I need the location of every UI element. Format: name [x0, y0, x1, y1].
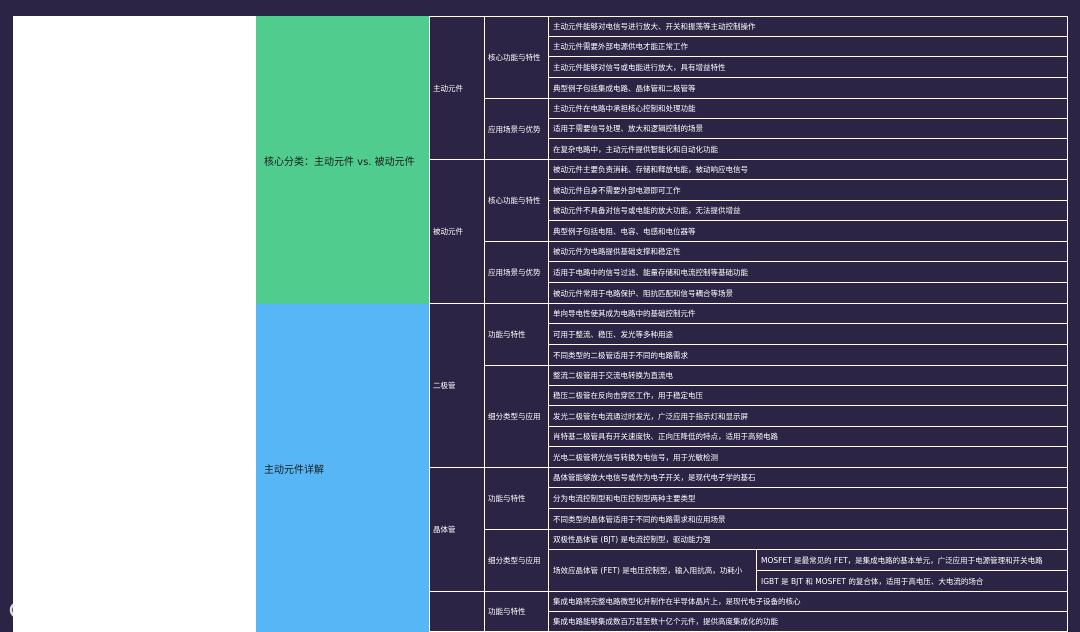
node-label: 功能与特性: [488, 494, 526, 503]
leaf-text: 场效应晶体管 (FET) 是电压控制型，输入阻抗高，功耗小: [553, 566, 743, 575]
node-label: 晶体管: [433, 525, 456, 534]
leaf-item[interactable]: 适用于需要信号处理、放大和逻辑控制的场景: [548, 118, 1068, 139]
leaf-text: IGBT 是 BJT 和 MOSFET 的复合体，适用于高电压、大电流的场合: [761, 576, 984, 586]
node-ic[interactable]: [429, 591, 485, 632]
leaf-item[interactable]: 被动元件为电路提供基础支撑和稳定性: [548, 241, 1068, 262]
leaf-item[interactable]: 主动元件能够对信号或电能进行放大，具有增益特性: [548, 56, 1068, 78]
node-active-apps[interactable]: 应用场景与优势: [484, 98, 549, 160]
leaf-text: 光电二极管将光信号转换为电信号，用于光敏检测: [553, 452, 718, 462]
leaf-text: 稳压二极管在反向击穿区工作，用于稳定电压: [553, 391, 703, 400]
leaf-text: 适用于需要信号处理、放大和逻辑控制的场景: [553, 124, 703, 133]
leaf-text: 整流二极管用于交流电转换为直流电: [553, 371, 673, 380]
leaf-text: 被动元件不具备对信号或电能的放大功能，无法提供增益: [553, 206, 741, 215]
node-passive-core[interactable]: 核心功能与特性: [484, 159, 549, 242]
node-label: 细分类型与应用: [488, 556, 541, 565]
leaf-item[interactable]: 不同类型的二极管适用于不同的电路需求: [548, 344, 1068, 366]
leaf-text: 在复杂电路中，主动元件提供智能化和自动化功能: [553, 144, 718, 154]
leaf-item[interactable]: 可用于整流、稳压、发光等多种用途: [548, 323, 1068, 345]
node-transistor-features[interactable]: 功能与特性: [484, 467, 549, 530]
node-label: 应用场景与优势: [488, 124, 541, 134]
leaf-text: 被动元件自身不需要外部电源即可工作: [553, 185, 681, 195]
leaf-text: 分为电流控制型和电压控制型两种主要类型: [553, 493, 696, 503]
node-transistor-types[interactable]: 细分类型与应用: [484, 529, 549, 592]
leaf-item[interactable]: 被动元件主要负责消耗、存储和释放电能，被动响应电信号: [548, 159, 1068, 180]
node-label: 核心功能与特性: [488, 196, 541, 205]
band-active-details[interactable]: 主动元件详解: [256, 304, 429, 632]
root-node-panel: [13, 16, 256, 632]
brand-logo-icon: [8, 598, 40, 624]
leaf-text: 主动元件需要外部电源供电才能正常工作: [553, 42, 688, 51]
leaf-text: 双极性晶体管 (BJT) 是电流控制型，驱动能力强: [553, 535, 711, 544]
leaf-item[interactable]: 被动元件常用于电路保护、阻抗匹配和信号耦合等场景: [548, 282, 1068, 304]
sub-leaf-item[interactable]: MOSFET 是最常见的 FET，是集成电路的基本单元，广泛应用于电源管理和开关…: [756, 549, 1068, 571]
node-passive-components[interactable]: 被动元件: [429, 159, 485, 304]
node-label: 应用场景与优势: [488, 268, 541, 277]
leaf-item[interactable]: 主动元件能够对电信号进行放大、开关和振荡等主动控制操作: [548, 16, 1068, 37]
node-transistor[interactable]: 晶体管: [429, 467, 485, 592]
leaf-item[interactable]: 场效应晶体管 (FET) 是电压控制型，输入阻抗高，功耗小: [548, 549, 757, 592]
band-core-classification[interactable]: 核心分类：主动元件 vs. 被动元件: [256, 16, 429, 304]
leaf-text: 适用于电路中的信号过滤、能量存储和电流控制等基础功能: [553, 267, 748, 277]
node-label: 核心功能与特性: [488, 53, 541, 62]
node-label: 细分类型与应用: [488, 412, 541, 421]
leaf-text: 不同类型的二极管适用于不同的电路需求: [553, 350, 688, 360]
leaf-item[interactable]: 不同类型的晶体管适用于不同的电路需求和应用场景: [548, 508, 1068, 530]
node-active-core[interactable]: 核心功能与特性: [484, 16, 549, 99]
leaf-text: 可用于整流、稳压、发光等多种用途: [553, 329, 673, 339]
leaf-item[interactable]: 光电二极管将光信号转换为电信号，用于光敏检测: [548, 446, 1068, 468]
watermark-text: 大数跨境: [46, 600, 126, 624]
leaf-item[interactable]: 集成电路能够集成数百万甚至数十亿个元件，提供高度集成化的功能: [548, 611, 1068, 632]
band-label: 主动元件详解: [264, 464, 324, 476]
leaf-item[interactable]: 稳压二极管在反向击穿区工作，用于稳定电压: [548, 385, 1068, 406]
leaf-text: 主动元件能够对电信号进行放大、开关和振荡等主动控制操作: [553, 22, 756, 31]
leaf-item[interactable]: 整流二极管用于交流电转换为直流电: [548, 365, 1068, 386]
leaf-item[interactable]: 主动元件需要外部电源供电才能正常工作: [548, 36, 1068, 57]
leaf-item[interactable]: 集成电路将完整电路微型化并制作在半导体晶片上，是现代电子设备的核心: [548, 591, 1068, 612]
leaf-text: 单向导电性使其成为电路中的基础控制元件: [553, 309, 696, 318]
leaf-text: 晶体管能够放大电信号或作为电子开关，是现代电子学的基石: [553, 473, 756, 482]
leaf-text: 主动元件能够对信号或电能进行放大，具有增益特性: [553, 62, 726, 72]
leaf-text: 肖特基二极管具有开关速度快、正向压降低的特点，适用于高频电路: [553, 432, 778, 441]
node-active-components[interactable]: 主动元件: [429, 16, 485, 160]
leaf-item[interactable]: 单向导电性使其成为电路中的基础控制元件: [548, 303, 1068, 324]
band-label: 核心分类：主动元件 vs. 被动元件: [264, 156, 415, 168]
leaf-text: MOSFET 是最常见的 FET，是集成电路的基本单元，广泛应用于电源管理和开关…: [761, 555, 1043, 565]
node-label: 被动元件: [433, 227, 463, 236]
leaf-item[interactable]: 主动元件在电路中承担核心控制和处理功能: [548, 98, 1068, 119]
leaf-text: 集成电路能够集成数百万甚至数十亿个元件，提供高度集成化的功能: [553, 617, 778, 626]
leaf-item[interactable]: 在复杂电路中，主动元件提供智能化和自动化功能: [548, 138, 1068, 160]
leaf-text: 不同类型的晶体管适用于不同的电路需求和应用场景: [553, 514, 726, 524]
leaf-item[interactable]: 被动元件不具备对信号或电能的放大功能，无法提供增益: [548, 200, 1068, 221]
node-label: 功能与特性: [488, 330, 526, 339]
node-label: 二极管: [433, 381, 456, 390]
leaf-item[interactable]: 发光二极管在电流通过时发光，广泛应用于指示灯和显示屏: [548, 405, 1068, 427]
leaf-text: 发光二极管在电流通过时发光，广泛应用于指示灯和显示屏: [553, 411, 748, 421]
watermark: 大数跨境: [8, 596, 126, 625]
leaf-text: 被动元件常用于电路保护、阻抗匹配和信号耦合等场景: [553, 288, 733, 298]
leaf-text: 典型例子包括集成电路、晶体管和二极管等: [553, 83, 696, 93]
node-passive-apps[interactable]: 应用场景与优势: [484, 241, 549, 304]
leaf-item[interactable]: 典型例子包括电阻、电容、电感和电位器等: [548, 220, 1068, 242]
leaf-item[interactable]: 双极性晶体管 (BJT) 是电流控制型，驱动能力强: [548, 529, 1068, 550]
leaf-text: 集成电路将完整电路微型化并制作在半导体晶片上，是现代电子设备的核心: [553, 597, 801, 606]
leaf-item[interactable]: 肖特基二极管具有开关速度快、正向压降低的特点，适用于高频电路: [548, 426, 1068, 447]
leaf-text: 被动元件为电路提供基础支撑和稳定性: [553, 247, 681, 256]
leaf-text: 主动元件在电路中承担核心控制和处理功能: [553, 104, 696, 113]
node-label: 功能与特性: [488, 607, 526, 616]
node-diode-features[interactable]: 功能与特性: [484, 303, 549, 366]
leaf-text: 被动元件主要负责消耗、存储和释放电能，被动响应电信号: [553, 165, 748, 174]
leaf-item[interactable]: 被动元件自身不需要外部电源即可工作: [548, 179, 1068, 201]
leaf-item[interactable]: 晶体管能够放大电信号或作为电子开关，是现代电子学的基石: [548, 467, 1068, 488]
leaf-item[interactable]: 分为电流控制型和电压控制型两种主要类型: [548, 487, 1068, 509]
node-label: 主动元件: [433, 83, 463, 93]
node-diode[interactable]: 二极管: [429, 303, 485, 468]
sub-leaf-item[interactable]: IGBT 是 BJT 和 MOSFET 的复合体，适用于高电压、大电流的场合: [756, 570, 1068, 592]
leaf-item[interactable]: 适用于电路中的信号过滤、能量存储和电流控制等基础功能: [548, 261, 1068, 283]
leaf-item[interactable]: 典型例子包括集成电路、晶体管和二极管等: [548, 77, 1068, 99]
node-ic-features[interactable]: 功能与特性: [484, 591, 549, 632]
node-diode-types[interactable]: 细分类型与应用: [484, 365, 549, 468]
leaf-text: 典型例子包括电阻、电容、电感和电位器等: [553, 226, 696, 236]
